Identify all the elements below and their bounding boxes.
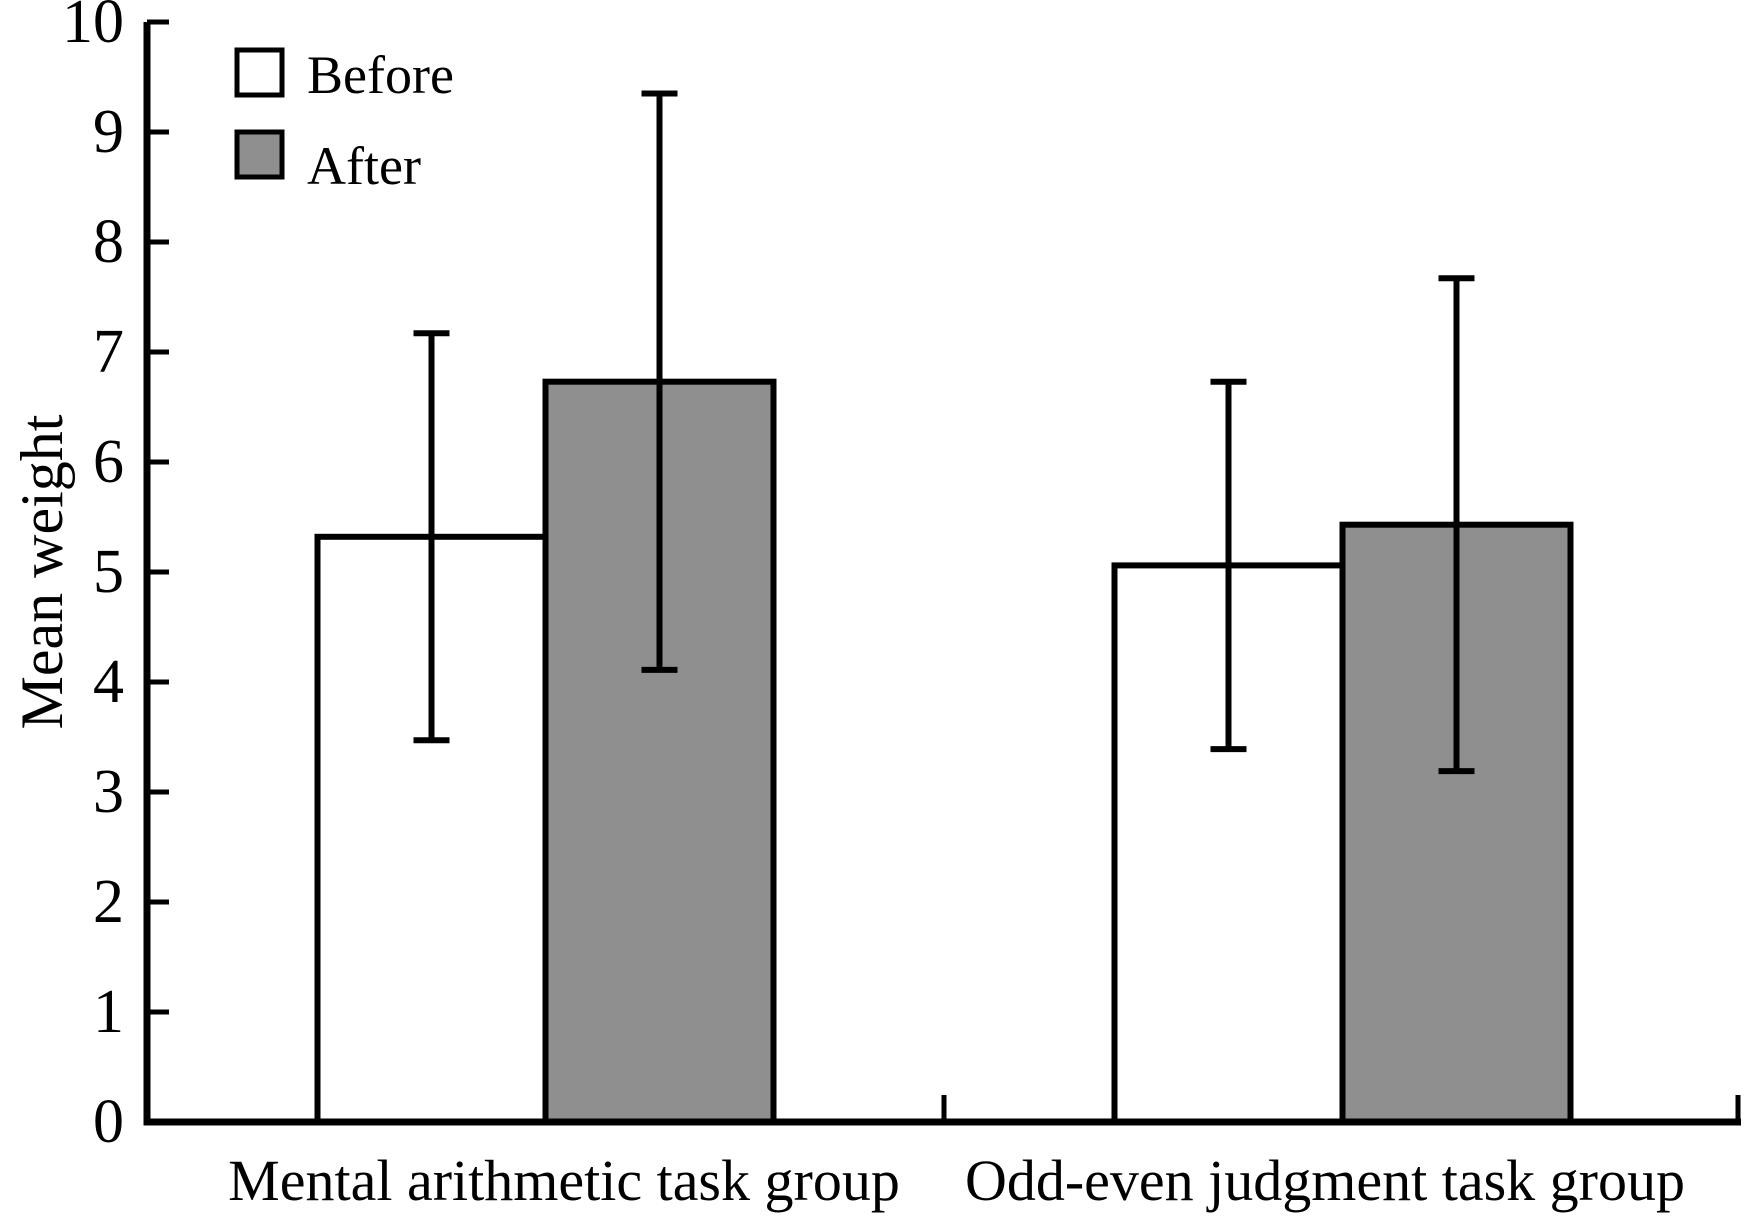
y-tick-label: 9 xyxy=(93,98,124,166)
x-category-label-1: Mental arithmetic task group xyxy=(228,1148,900,1213)
y-tick-label: 10 xyxy=(62,0,124,56)
y-axis-title: Mean weight xyxy=(9,414,75,729)
error-bar-before-group1 xyxy=(413,330,450,744)
legend: Before After xyxy=(234,45,454,196)
y-tick-label: 5 xyxy=(93,538,124,606)
y-tick-label: 1 xyxy=(93,978,124,1046)
y-tick-label: 2 xyxy=(93,868,124,936)
y-tick-label: 3 xyxy=(93,758,124,826)
legend-swatch-after xyxy=(234,129,285,180)
y-tick-label: 0 xyxy=(93,1088,124,1156)
y-tick-label: 8 xyxy=(93,208,124,276)
x-category-label-2: Odd-even judgment task group xyxy=(965,1148,1685,1213)
y-tick-label: 4 xyxy=(93,648,124,716)
bar-after-group2 xyxy=(1339,521,1574,1125)
y-tick-label: 7 xyxy=(93,318,124,386)
axes-layer: 0 1 2 3 4 5 6 7 8 9 10 xyxy=(62,0,1741,1156)
error-bar-after-group2 xyxy=(1438,275,1475,775)
y-tick-label: 6 xyxy=(93,428,124,496)
legend-label-after: After xyxy=(307,136,421,196)
legend-swatch-before xyxy=(234,47,285,98)
error-bar-before-group2 xyxy=(1210,378,1247,753)
legend-label-before: Before xyxy=(307,45,454,105)
error-bar-after-group1 xyxy=(641,90,678,673)
bars-layer xyxy=(314,378,1574,1125)
error-bars-layer xyxy=(413,90,1475,775)
